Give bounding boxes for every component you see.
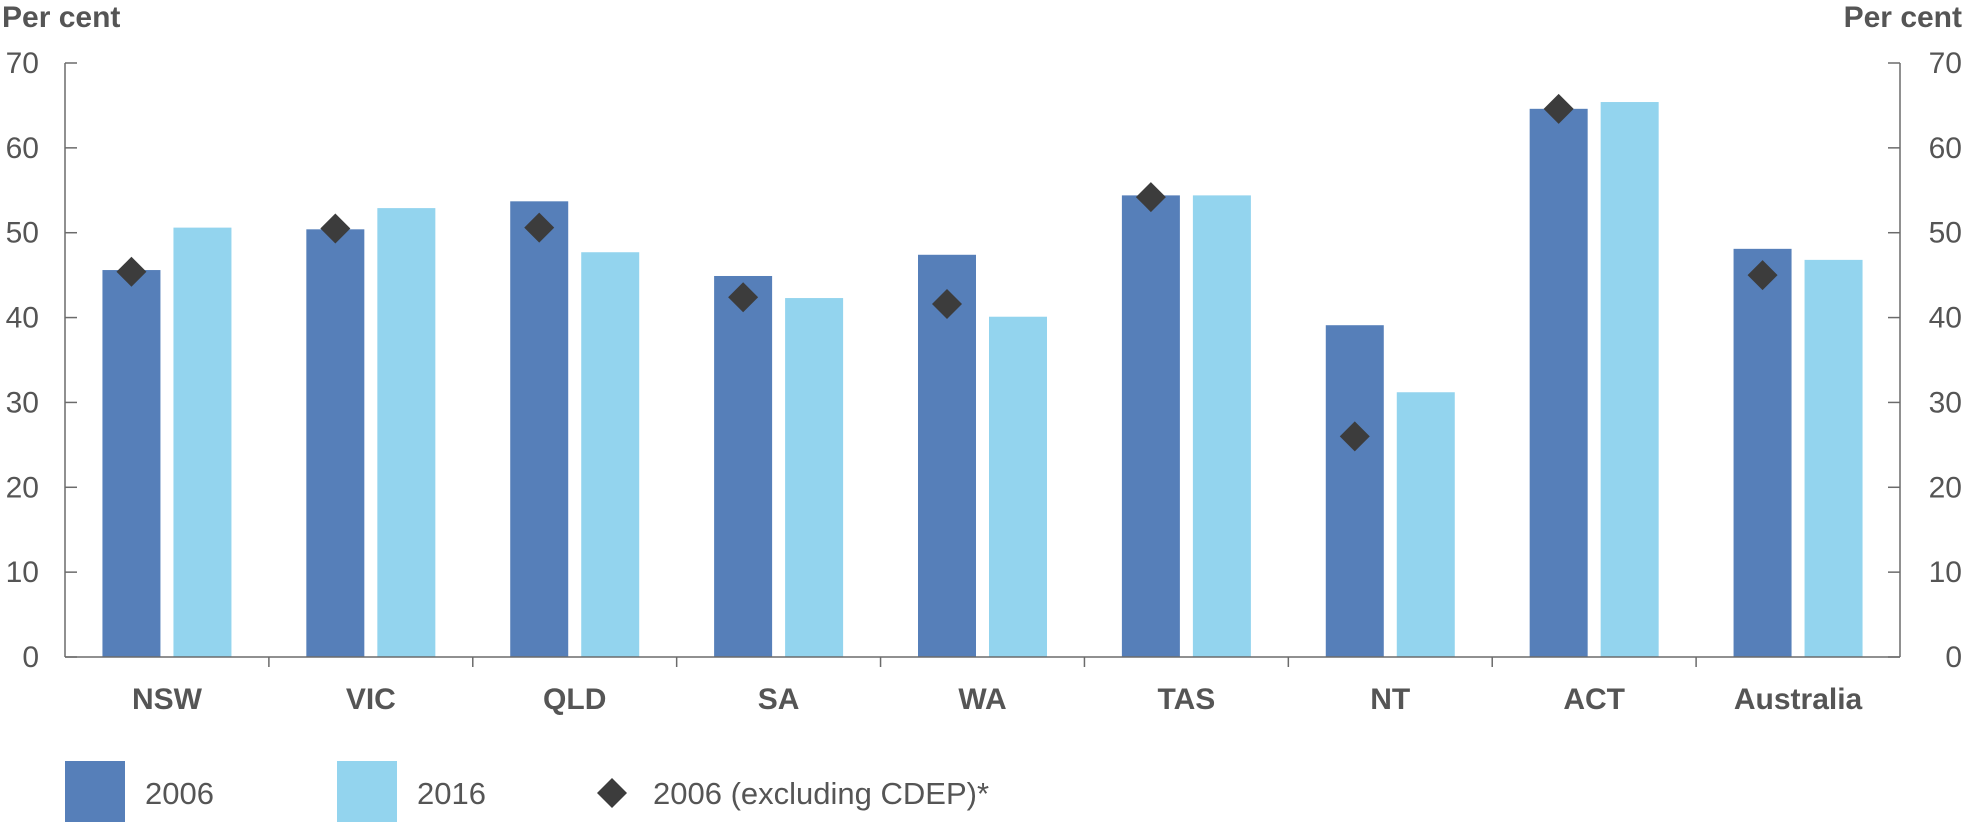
bar-2006-NSW xyxy=(102,270,161,657)
category-label: VIC xyxy=(346,683,396,716)
marker-excl-cdep-QLD xyxy=(524,212,555,243)
bar-2006-SA xyxy=(714,275,773,657)
category-label: NSW xyxy=(132,683,203,716)
marker-excl-cdep-TAS xyxy=(1135,182,1166,213)
left-tick-label: 0 xyxy=(22,641,39,674)
right-axis: 0 10 20 30 40 50 60 70 xyxy=(1888,47,1962,674)
left-tick-label: 60 xyxy=(6,132,39,165)
right-tick-label: 0 xyxy=(1945,641,1962,674)
category-label: Australia xyxy=(1734,683,1863,716)
bar-2016-Australia xyxy=(1804,259,1863,657)
legend-swatch-2006 xyxy=(65,761,125,822)
left-tick-label: 20 xyxy=(6,471,39,504)
bar-2006-TAS xyxy=(1121,195,1180,657)
bar-2016-WA xyxy=(989,316,1047,657)
marker-excl-cdep-ACT xyxy=(1543,93,1574,124)
category-label: QLD xyxy=(543,683,606,716)
bar-2006-Australia xyxy=(1733,248,1792,657)
category-label: SA xyxy=(758,683,800,716)
bar-2016-NSW xyxy=(173,227,232,657)
category-label: ACT xyxy=(1563,683,1625,716)
bar-2006-NT xyxy=(1325,325,1384,657)
left-tick-label: 30 xyxy=(6,386,39,419)
legend-swatch-2016 xyxy=(337,761,397,822)
bar-2016-TAS xyxy=(1192,195,1251,657)
legend-label-2016: 2016 xyxy=(417,776,486,811)
left-tick-label: 10 xyxy=(6,556,39,589)
right-tick-label: 40 xyxy=(1929,302,1962,335)
right-tick-label: 20 xyxy=(1929,471,1962,504)
right-tick-label: 60 xyxy=(1929,132,1962,165)
legend-label-excl-cdep: 2006 (excluding CDEP)* xyxy=(653,776,989,811)
left-axis: 0 10 20 30 40 50 60 70 xyxy=(6,47,77,674)
bar-2016-QLD xyxy=(581,252,640,657)
right-tick-label: 10 xyxy=(1929,556,1962,589)
right-tick-label: 50 xyxy=(1929,217,1962,250)
legend: 2006 2016 2006 (excluding CDEP)* xyxy=(65,761,989,822)
bar-2006-ACT xyxy=(1529,108,1588,657)
right-tick-label: 30 xyxy=(1929,386,1962,419)
legend-swatch-diamond xyxy=(597,778,627,808)
bars xyxy=(102,102,1863,657)
marker-excl-cdep-NT xyxy=(1339,421,1370,452)
bar-2006-VIC xyxy=(306,229,365,657)
left-axis-unit-label: Per cent xyxy=(2,1,120,34)
bar-2016-ACT xyxy=(1600,102,1659,657)
left-tick-label: 50 xyxy=(6,217,39,250)
marker-excl-cdep-SA xyxy=(728,282,759,313)
marker-excl-cdep-NSW xyxy=(116,256,147,287)
left-tick-label: 40 xyxy=(6,302,39,335)
category-label: TAS xyxy=(1157,683,1215,716)
x-axis: NSW VIC QLD SA WA TAS NT ACT Australia xyxy=(65,656,1900,716)
category-label: WA xyxy=(958,683,1006,716)
marker-excl-cdep-WA xyxy=(932,288,962,319)
legend-label-2006: 2006 xyxy=(145,776,214,811)
bar-2006-WA xyxy=(918,254,976,657)
right-tick-label: 70 xyxy=(1929,47,1962,80)
marker-excl-cdep-Australia xyxy=(1747,260,1778,291)
marker-excl-cdep-VIC xyxy=(320,213,351,244)
bar-2016-VIC xyxy=(377,208,436,657)
markers xyxy=(116,93,1778,452)
category-label: NT xyxy=(1370,683,1410,716)
bar-2016-NT xyxy=(1396,392,1455,657)
left-tick-label: 70 xyxy=(6,47,39,80)
right-axis-unit-label: Per cent xyxy=(1844,1,1962,34)
bar-2016-SA xyxy=(785,298,844,657)
bar-2006-QLD xyxy=(510,201,569,657)
